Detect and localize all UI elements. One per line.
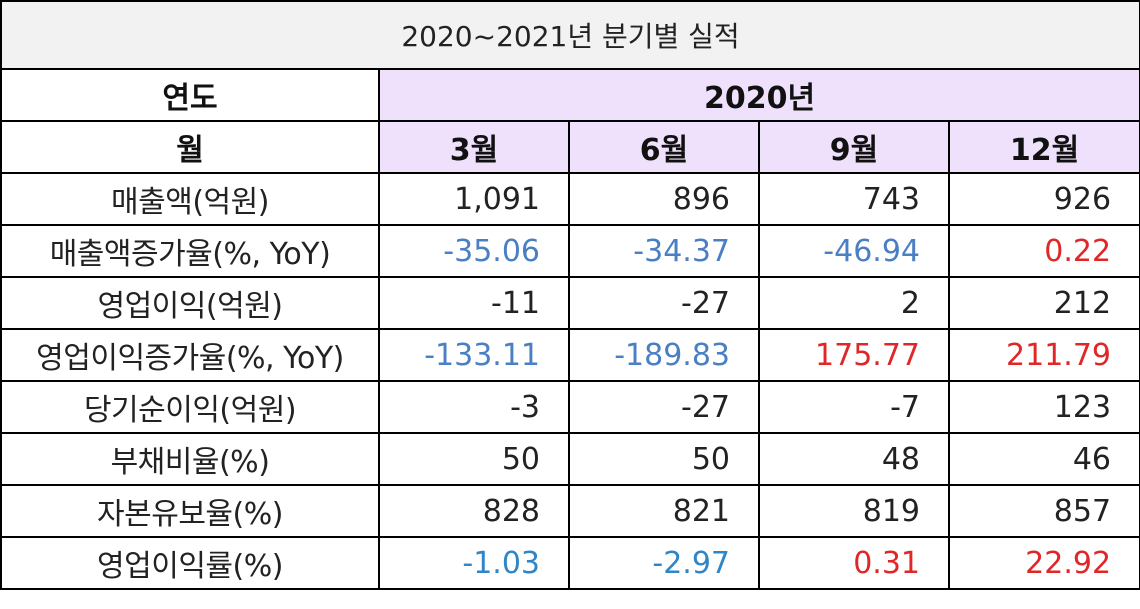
- cell-value: 211.79: [947, 328, 1140, 382]
- cell-value: -2.97: [568, 536, 760, 590]
- month-header-jun: 6월: [568, 120, 760, 174]
- cell-value: -3: [378, 380, 570, 434]
- month-label: 월: [0, 120, 380, 174]
- year-header-row: 연도 2020년: [0, 68, 1140, 122]
- cell-value: 50: [378, 432, 570, 486]
- year-label: 연도: [0, 68, 380, 122]
- row-label: 매출액(억원): [0, 172, 380, 226]
- table-title-row: 2020~2021년 분기별 실적: [0, 0, 1140, 70]
- cell-value: -1.03: [378, 536, 570, 590]
- cell-value: 857: [947, 484, 1140, 538]
- month-header-row: 월 3월 6월 9월 12월: [0, 120, 1140, 174]
- row-label: 영업이익률(%): [0, 536, 380, 590]
- table-row-operating-profit-growth: 영업이익증가율(%, YoY) -133.11 -189.83 175.77 2…: [0, 328, 1140, 382]
- month-header-dec: 12월: [947, 120, 1140, 174]
- quarterly-performance-table: 2020~2021년 분기별 실적 연도 2020년 월 3월 6월 9월 12…: [0, 0, 1140, 590]
- cell-value: 46: [947, 432, 1140, 486]
- cell-value: -46.94: [758, 224, 950, 278]
- cell-value: 896: [568, 172, 760, 226]
- table-row-operating-profit: 영업이익(억원) -11 -27 2 212: [0, 276, 1140, 330]
- cell-value: 821: [568, 484, 760, 538]
- row-label: 당기순이익(억원): [0, 380, 380, 434]
- table-title: 2020~2021년 분기별 실적: [0, 0, 1140, 70]
- table-row-net-income: 당기순이익(억원) -3 -27 -7 123: [0, 380, 1140, 434]
- cell-value: -27: [568, 276, 760, 330]
- cell-value: -11: [378, 276, 570, 330]
- table-row-revenue: 매출액(억원) 1,091 896 743 926: [0, 172, 1140, 226]
- cell-value: 819: [758, 484, 950, 538]
- cell-value: 828: [378, 484, 570, 538]
- table-row-operating-margin: 영업이익률(%) -1.03 -2.97 0.31 22.92: [0, 536, 1140, 590]
- cell-value: 175.77: [758, 328, 950, 382]
- year-value: 2020년: [377, 68, 1140, 122]
- cell-value: -34.37: [568, 224, 760, 278]
- cell-value: 926: [947, 172, 1140, 226]
- row-label: 영업이익증가율(%, YoY): [0, 328, 380, 382]
- cell-value: -27: [568, 380, 760, 434]
- cell-value: -133.11: [378, 328, 570, 382]
- month-header-mar: 3월: [378, 120, 570, 174]
- row-label: 자본유보율(%): [0, 484, 380, 538]
- row-label: 부채비율(%): [0, 432, 380, 486]
- month-header-sep: 9월: [758, 120, 950, 174]
- cell-value: 50: [568, 432, 760, 486]
- table-row-revenue-growth: 매출액증가율(%, YoY) -35.06 -34.37 -46.94 0.22: [0, 224, 1140, 278]
- cell-value: 22.92: [947, 536, 1140, 590]
- cell-value: 743: [758, 172, 950, 226]
- cell-value: 48: [758, 432, 950, 486]
- cell-value: -35.06: [378, 224, 570, 278]
- row-label: 매출액증가율(%, YoY): [0, 224, 380, 278]
- cell-value: 123: [947, 380, 1140, 434]
- cell-value: 0.22: [947, 224, 1140, 278]
- cell-value: 0.31: [758, 536, 950, 590]
- cell-value: 212: [947, 276, 1140, 330]
- table-row-reserve-ratio: 자본유보율(%) 828 821 819 857: [0, 484, 1140, 538]
- row-label: 영업이익(억원): [0, 276, 380, 330]
- table-row-debt-ratio: 부채비율(%) 50 50 48 46: [0, 432, 1140, 486]
- cell-value: -189.83: [568, 328, 760, 382]
- cell-value: -7: [758, 380, 950, 434]
- cell-value: 2: [758, 276, 950, 330]
- cell-value: 1,091: [378, 172, 570, 226]
